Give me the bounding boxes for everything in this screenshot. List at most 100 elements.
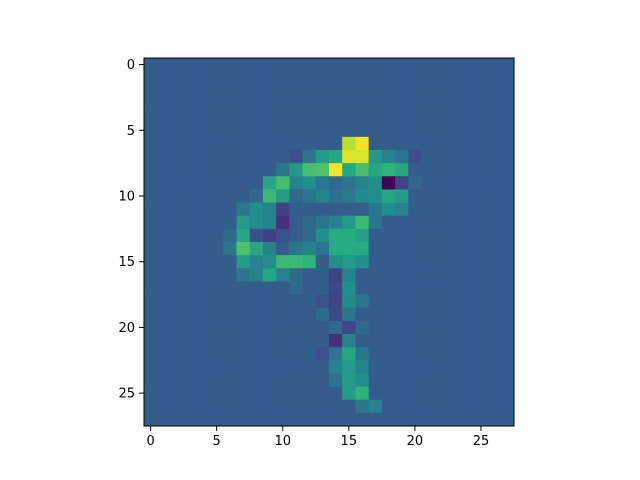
heatmap-cell-r2-c17: [368, 84, 383, 98]
heatmap-cell-r15-c16: [355, 255, 370, 269]
heatmap-cell-r20-c27: [500, 320, 515, 335]
heatmap-cell-r26-c20: [408, 399, 422, 414]
heatmap-cell-r26-c4: [196, 399, 211, 414]
heatmap-cell-r11-c3: [183, 202, 198, 217]
heatmap-cell-r3-c12: [302, 97, 317, 111]
heatmap-cell-r1-c26: [487, 71, 502, 85]
heatmap-cell-r17-c12: [302, 281, 317, 295]
heatmap-cell-r20-c1: [157, 320, 171, 335]
heatmap-cell-r19-c18: [381, 307, 396, 322]
y-tick-label: 5: [127, 124, 135, 139]
heatmap-cell-r3-c16: [355, 97, 370, 111]
heatmap-cell-r14-c9: [262, 242, 277, 256]
heatmap-cell-r3-c18: [381, 97, 396, 111]
heatmap-cell-r17-c21: [421, 281, 436, 295]
heatmap-cell-r7-c0: [144, 150, 158, 164]
heatmap-cell-r11-c16: [355, 202, 370, 217]
heatmap-cell-r4-c7: [236, 110, 251, 125]
heatmap-cell-r26-c18: [381, 399, 396, 414]
heatmap-cell-r15-c9: [262, 255, 277, 269]
heatmap-cell-r8-c1: [157, 163, 171, 177]
heatmap-cell-r22-c6: [223, 347, 237, 361]
heatmap-cell-r17-c6: [223, 281, 237, 295]
heatmap-cell-r22-c10: [276, 347, 290, 361]
heatmap-cell-r25-c14: [329, 386, 343, 401]
heatmap-cell-r23-c3: [183, 360, 198, 374]
heatmap-cell-r20-c6: [223, 320, 237, 335]
heatmap-cell-r8-c13: [315, 163, 330, 177]
heatmap-cell-r12-c24: [461, 215, 475, 230]
heatmap-cell-r10-c19: [395, 189, 409, 203]
heatmap-cell-r13-c22: [434, 228, 449, 243]
heatmap-cell-r1-c21: [421, 71, 436, 85]
heatmap-cell-r1-c15: [342, 71, 356, 85]
heatmap-cell-r25-c13: [315, 386, 330, 401]
heatmap-cell-r7-c1: [157, 150, 171, 164]
heatmap-cell-r2-c13: [315, 84, 330, 98]
heatmap-cell-r13-c19: [395, 228, 409, 243]
heatmap-cell-r12-c12: [302, 215, 317, 230]
heatmap-cell-r27-c14: [329, 412, 343, 427]
heatmap-cell-r22-c18: [381, 347, 396, 361]
heatmap-cell-r12-c1: [157, 215, 171, 230]
heatmap-cell-r24-c2: [170, 373, 185, 387]
heatmap-cell-r10-c3: [183, 189, 198, 203]
heatmap-cell-r10-c6: [223, 189, 237, 203]
heatmap-cell-r17-c14: [329, 281, 343, 295]
heatmap-cell-r9-c17: [368, 176, 383, 190]
heatmap-cell-r13-c15: [342, 228, 356, 243]
heatmap-cell-r1-c19: [395, 71, 409, 85]
y-tick-label: 0: [127, 58, 135, 73]
heatmap-cell-r23-c15: [342, 360, 356, 374]
heatmap-cell-r11-c0: [144, 202, 158, 217]
heatmap-cell-r6-c5: [210, 136, 224, 151]
heatmap-cell-r13-c3: [183, 228, 198, 243]
heatmap-cell-r27-c2: [170, 412, 185, 427]
x-tick-label: 0: [146, 434, 154, 449]
heatmap-cell-r26-c22: [434, 399, 449, 414]
heatmap-cell-r22-c23: [447, 347, 462, 361]
heatmap-cell-r20-c13: [315, 320, 330, 335]
heatmap-cell-r8-c12: [302, 163, 317, 177]
heatmap-cell-r12-c5: [210, 215, 224, 230]
heatmap-cell-r3-c0: [144, 97, 158, 111]
heatmap-cell-r4-c3: [183, 110, 198, 125]
heatmap-cell-r18-c21: [421, 294, 436, 309]
heatmap-cell-r10-c12: [302, 189, 317, 203]
heatmap-cell-r19-c8: [249, 307, 264, 322]
heatmap-cell-r16-c22: [434, 268, 449, 282]
heatmap-cell-r11-c14: [329, 202, 343, 217]
x-tick-label: 25: [473, 434, 490, 449]
heatmap-cell-r16-c15: [342, 268, 356, 282]
heatmap-cell-r20-c23: [447, 320, 462, 335]
heatmap-cell-r2-c11: [289, 84, 303, 98]
heatmap-cell-r0-c1: [157, 58, 171, 72]
heatmap-cell-r15-c23: [447, 255, 462, 269]
heatmap-cell-r6-c16: [355, 136, 370, 151]
heatmap-cell-r14-c2: [170, 242, 185, 256]
heatmap-cell-r2-c16: [355, 84, 370, 98]
heatmap-cell-r1-c12: [302, 71, 317, 85]
heatmap-cell-r27-c5: [210, 412, 224, 427]
heatmap-cell-r0-c24: [461, 58, 475, 72]
heatmap-cell-r21-c8: [249, 334, 264, 348]
heatmap-cell-r5-c22: [434, 123, 449, 138]
heatmap-cell-r2-c12: [302, 84, 317, 98]
heatmap-cell-r21-c10: [276, 334, 290, 348]
heatmap-cell-r4-c13: [315, 110, 330, 125]
heatmap-cell-r1-c14: [329, 71, 343, 85]
heatmap-cell-r9-c1: [157, 176, 171, 190]
heatmap-cell-r18-c25: [474, 294, 488, 309]
heatmap-cell-r20-c9: [262, 320, 277, 335]
heatmap-cell-r7-c18: [381, 150, 396, 164]
heatmap-cell-r21-c0: [144, 334, 158, 348]
heatmap-cell-r7-c4: [196, 150, 211, 164]
heatmap-cell-r22-c0: [144, 347, 158, 361]
heatmap-cell-r15-c27: [500, 255, 515, 269]
heatmap-cell-r12-c10: [276, 215, 290, 230]
heatmap-cell-r5-c24: [461, 123, 475, 138]
heatmap-cell-r8-c24: [461, 163, 475, 177]
heatmap-cell-r14-c21: [421, 242, 436, 256]
heatmap-cell-r19-c25: [474, 307, 488, 322]
y-axis: 0 5 10 15 20 25: [118, 58, 144, 402]
